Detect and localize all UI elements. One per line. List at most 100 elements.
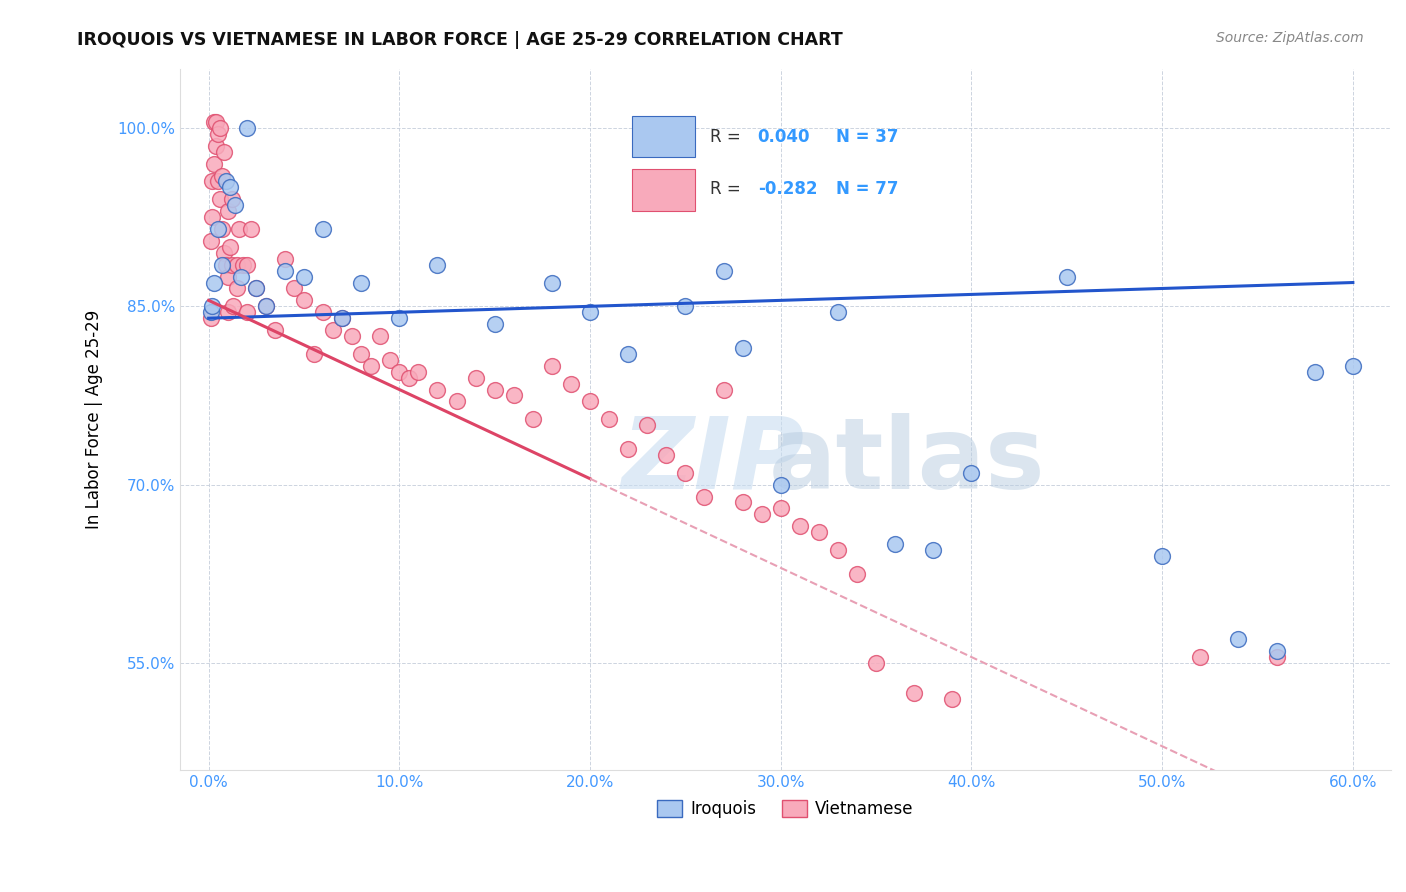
- Point: [827, 305, 849, 319]
- Point: [598, 412, 620, 426]
- Point: [731, 341, 754, 355]
- Point: [236, 120, 259, 135]
- Point: [209, 192, 232, 206]
- Point: [340, 329, 363, 343]
- Point: [245, 281, 267, 295]
- Point: [579, 305, 602, 319]
- Point: [751, 508, 773, 522]
- Point: [673, 466, 696, 480]
- Point: [673, 299, 696, 313]
- Text: atlas: atlas: [768, 413, 1045, 510]
- Point: [789, 519, 811, 533]
- Point: [221, 258, 243, 272]
- Point: [360, 359, 382, 373]
- Point: [426, 258, 449, 272]
- Point: [200, 305, 222, 319]
- Text: Source: ZipAtlas.com: Source: ZipAtlas.com: [1216, 31, 1364, 45]
- Point: [201, 299, 224, 313]
- Point: [224, 198, 246, 212]
- Point: [731, 495, 754, 509]
- Point: [226, 281, 249, 295]
- Point: [1341, 359, 1364, 373]
- Point: [254, 299, 277, 313]
- Point: [202, 276, 225, 290]
- Point: [228, 222, 250, 236]
- Point: [274, 252, 297, 266]
- Point: [1265, 650, 1288, 665]
- Point: [1189, 650, 1212, 665]
- Point: [202, 115, 225, 129]
- Point: [426, 383, 449, 397]
- Point: [464, 370, 486, 384]
- Point: [579, 394, 602, 409]
- Point: [236, 305, 259, 319]
- Point: [274, 263, 297, 277]
- Point: [368, 329, 391, 343]
- Point: [350, 276, 373, 290]
- Point: [884, 537, 907, 551]
- Point: [211, 258, 233, 272]
- Point: [292, 293, 315, 308]
- Point: [217, 305, 239, 319]
- Point: [217, 204, 239, 219]
- Point: [636, 418, 658, 433]
- Point: [846, 566, 869, 581]
- Point: [330, 311, 353, 326]
- Point: [827, 543, 849, 558]
- Point: [202, 156, 225, 170]
- Point: [769, 501, 792, 516]
- Point: [302, 347, 325, 361]
- Point: [218, 180, 240, 194]
- Point: [312, 305, 335, 319]
- Point: [218, 240, 240, 254]
- Point: [205, 115, 228, 129]
- Point: [312, 222, 335, 236]
- Point: [201, 174, 224, 188]
- Point: [292, 269, 315, 284]
- Point: [211, 169, 233, 183]
- Point: [502, 388, 524, 402]
- Point: [330, 311, 353, 326]
- Point: [484, 383, 506, 397]
- Point: [941, 691, 963, 706]
- Point: [201, 210, 224, 224]
- Point: [865, 656, 887, 670]
- Point: [212, 145, 235, 159]
- Point: [232, 258, 254, 272]
- Point: [388, 365, 411, 379]
- Point: [960, 466, 983, 480]
- Point: [212, 245, 235, 260]
- Point: [215, 258, 238, 272]
- Point: [1265, 644, 1288, 658]
- Point: [200, 234, 222, 248]
- Point: [254, 299, 277, 313]
- Point: [1152, 549, 1174, 563]
- Point: [693, 490, 716, 504]
- Point: [560, 376, 582, 391]
- Point: [617, 442, 640, 456]
- Point: [264, 323, 287, 337]
- Point: [215, 174, 238, 188]
- Point: [217, 269, 239, 284]
- Text: ZIP: ZIP: [621, 413, 804, 510]
- Point: [769, 477, 792, 491]
- Point: [541, 276, 564, 290]
- Point: [655, 448, 678, 462]
- Point: [207, 174, 229, 188]
- Point: [1303, 365, 1326, 379]
- Legend: Iroquois, Vietnamese: Iroquois, Vietnamese: [651, 793, 921, 825]
- Point: [713, 263, 735, 277]
- Y-axis label: In Labor Force | Age 25-29: In Labor Force | Age 25-29: [86, 310, 103, 529]
- Point: [283, 281, 305, 295]
- Point: [226, 258, 249, 272]
- Point: [350, 347, 373, 361]
- Point: [205, 138, 228, 153]
- Point: [617, 347, 640, 361]
- Point: [245, 281, 267, 295]
- Point: [398, 370, 420, 384]
- Point: [207, 222, 229, 236]
- Point: [378, 352, 401, 367]
- Point: [207, 127, 229, 141]
- Point: [239, 222, 262, 236]
- Point: [388, 311, 411, 326]
